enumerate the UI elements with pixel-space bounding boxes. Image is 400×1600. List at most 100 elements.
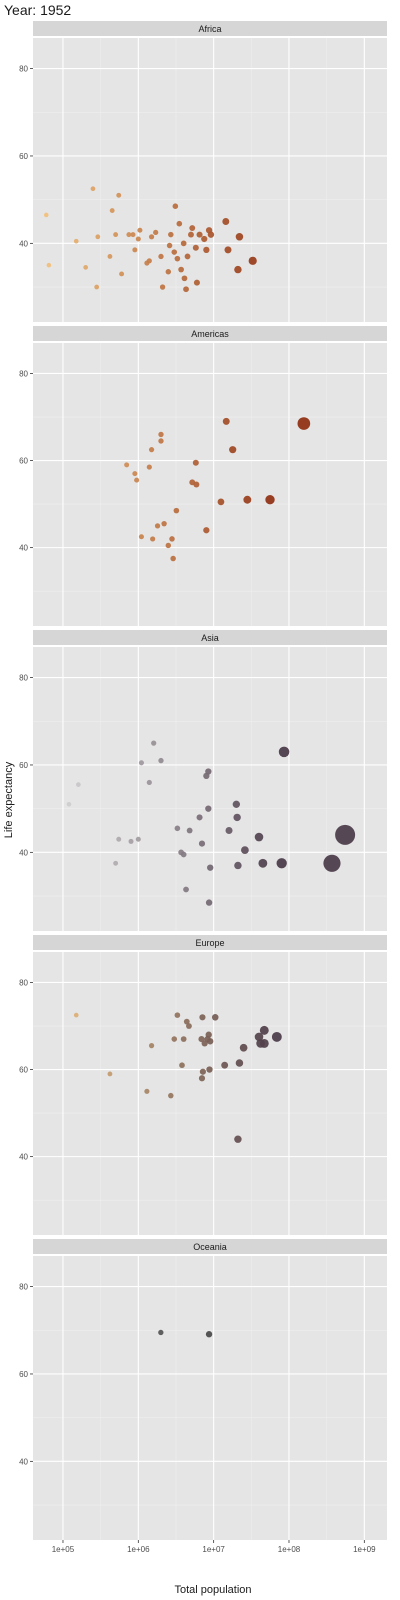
y-tick-label: 80 [19,369,28,378]
country-point [128,838,134,844]
country-point [196,231,203,238]
country-point [259,1025,269,1035]
country-point [161,520,167,527]
x-tick-label: 1e+07 [202,1545,225,1554]
country-point [229,446,237,454]
country-point [203,246,210,254]
country-point [176,220,183,227]
country-point [241,846,249,855]
country-point [186,827,193,834]
country-point [109,208,115,214]
country-point [168,1092,174,1099]
country-point [173,507,180,514]
country-point [243,495,252,504]
country-point [222,218,230,225]
country-point [205,1331,213,1338]
country-point [201,235,208,243]
facet-label: Oceania [193,1242,227,1252]
country-point [198,840,206,847]
facet-label: Africa [198,24,221,34]
country-point [113,232,119,238]
country-point [124,462,130,468]
country-point [254,1032,264,1042]
country-point [94,284,100,290]
country-point [73,238,79,244]
y-tick-label: 40 [19,239,28,248]
country-point [184,253,191,260]
country-point [107,254,113,259]
country-point [198,1075,206,1082]
y-tick-label: 80 [19,674,28,683]
country-point [323,854,341,872]
country-point [83,265,89,270]
country-point [222,417,230,425]
chart-title: Year: 1952 [4,2,71,18]
panel-background [33,952,387,1235]
country-point [205,805,212,812]
country-point [158,1329,164,1336]
country-point [193,279,200,286]
country-point [159,284,166,290]
country-point [254,832,264,842]
country-point [335,824,356,845]
country-point [158,757,164,764]
country-point [248,256,257,265]
x-tick-label: 1e+09 [353,1545,376,1554]
country-point [186,1023,192,1029]
country-point [180,240,187,247]
country-point [132,247,138,253]
country-point [225,826,233,835]
country-point [180,1036,187,1042]
country-point [221,1061,229,1069]
facet-strip [33,326,387,341]
country-point [119,271,125,277]
country-point [174,255,181,262]
panels-group: Africa406080Americas406080Asia406080Euro… [19,21,387,1540]
country-point [107,1071,113,1077]
y-tick-label: 60 [19,152,28,161]
country-point [207,864,214,871]
country-point [146,464,152,470]
y-tick-label: 80 [19,978,28,987]
x-tick-label: 1e+05 [52,1545,75,1554]
panel-background [33,38,387,322]
country-point [198,1036,205,1043]
facet-label: Europe [195,938,224,948]
x-axis-title: Total population [174,1584,251,1596]
country-point [135,836,141,842]
panel-americas: Americas 40 60 80 [19,326,387,626]
country-point [151,740,157,746]
country-point [76,782,81,787]
facet-strip [33,21,387,36]
country-point [43,212,49,218]
country-point [171,1036,178,1042]
panel-asia: Asia 40 60 80 [19,630,387,931]
country-point [183,1018,190,1025]
country-point [166,242,173,249]
country-point [178,849,184,856]
country-point [165,542,172,549]
country-point [205,899,213,906]
country-point [130,232,136,238]
country-point [234,861,242,870]
country-point [233,813,241,822]
country-point [189,479,196,486]
country-point [137,227,143,233]
country-point [181,275,188,282]
country-point [165,269,172,275]
country-point [211,1014,219,1021]
country-point [126,232,132,238]
y-tick-label: 40 [19,848,28,857]
y-tick-label: 60 [19,457,28,466]
country-point [148,447,155,453]
country-point [148,234,155,240]
country-point [199,1068,206,1075]
country-point [154,523,161,529]
country-point [90,186,96,192]
country-point [144,260,150,266]
country-point [271,1031,282,1042]
y-tick-label: 60 [19,1066,28,1075]
country-point [192,244,199,251]
panel-background [33,647,387,931]
